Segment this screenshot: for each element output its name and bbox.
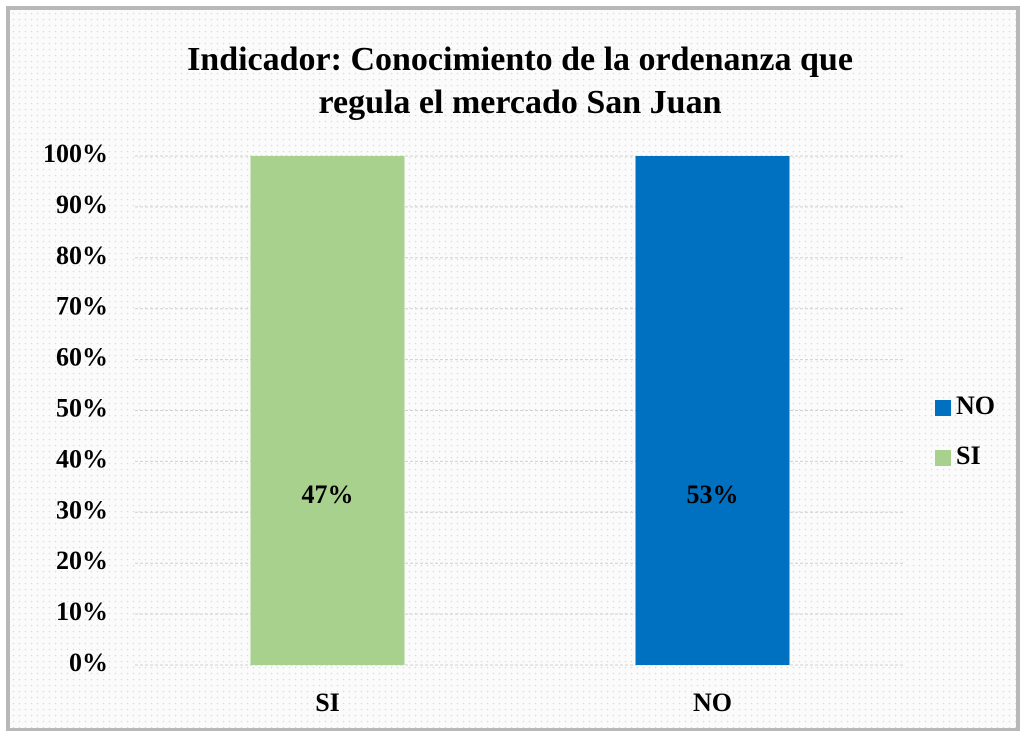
y-tick-label: 0%	[69, 648, 108, 677]
y-tick-label: 60%	[56, 343, 108, 372]
chart-area	[6, 6, 1020, 731]
y-tick-label: 20%	[56, 546, 108, 575]
y-tick-label: 70%	[56, 292, 108, 321]
legend-label: SI	[956, 441, 981, 470]
legend-swatch	[935, 400, 951, 416]
bar	[635, 156, 790, 665]
data-label: 47%	[302, 480, 354, 509]
data-label: 53%	[687, 480, 739, 509]
x-tick-label: SI	[315, 688, 340, 717]
y-tick-label: 80%	[56, 241, 108, 270]
y-tick-label: 40%	[56, 444, 108, 473]
chart-title: Indicador: Conocimiento de la ordenanza …	[187, 41, 853, 78]
chart-title: regula el mercado San Juan	[319, 84, 722, 121]
bar	[250, 156, 405, 665]
legend-label: NO	[956, 391, 995, 420]
legend-swatch	[935, 450, 951, 466]
y-tick-label: 90%	[56, 190, 108, 219]
y-tick-label: 30%	[56, 495, 108, 524]
y-tick-label: 50%	[56, 393, 108, 422]
y-tick-label: 10%	[56, 597, 108, 626]
x-tick-label: NO	[693, 688, 732, 717]
y-tick-label: 100%	[43, 139, 108, 168]
